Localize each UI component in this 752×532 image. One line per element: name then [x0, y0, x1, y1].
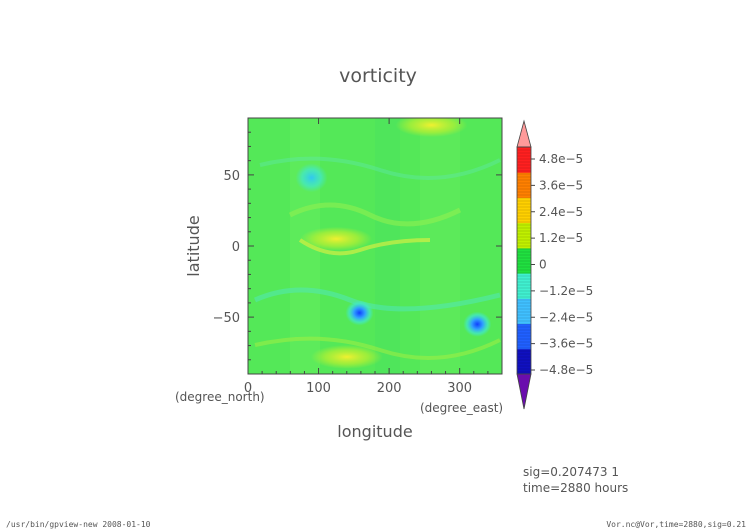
colorbar-label-7: −3.6e−5 — [539, 337, 593, 351]
x-axis-label: longitude — [337, 422, 412, 441]
vorticity-extremum-2 — [463, 311, 492, 337]
x-units-label: (degree_east) — [420, 401, 503, 415]
colorbar-label-0: 4.8e−5 — [539, 152, 583, 166]
colorbar-segment-2 — [517, 298, 531, 325]
y-tick-label-0: 50 — [223, 169, 240, 184]
footer-left: /usr/bin/gpview-new 2008-01-10 — [6, 520, 151, 529]
y-axis-label: latitude — [184, 215, 203, 276]
colorbar-top-triangle — [516, 119, 532, 148]
colorbar-label-3: 1.2e−5 — [539, 231, 583, 245]
colorbar-label-5: −1.2e−5 — [539, 284, 593, 298]
colorbar-segment-5 — [517, 222, 531, 249]
y-tick-label-2: −50 — [213, 311, 240, 326]
y-tick-label-1: 0 — [232, 240, 240, 255]
colorbar-segment-4 — [517, 247, 531, 274]
colorbar-label-4: 0 — [539, 258, 547, 272]
colorbar-segment-1 — [517, 323, 531, 350]
vorticity-extremum-1 — [345, 300, 374, 326]
x-axis: 0 100 200 300 — [244, 118, 489, 396]
vorticity-extremum-4 — [300, 226, 373, 251]
colorbar-bottom-triangle — [516, 373, 532, 410]
y-axis: 50 0 −50 — [213, 131, 502, 361]
colorbar-segment-8 — [517, 147, 531, 173]
time-annotation: time=2880 hours — [523, 481, 628, 495]
colorbar-label-1: 3.6e−5 — [539, 178, 583, 192]
colorbar-segment-6 — [517, 197, 531, 224]
colorbar-label-8: −4.8e−5 — [539, 363, 593, 377]
vorticity-extremum-3 — [395, 118, 468, 138]
vorticity-extremum-0 — [295, 163, 328, 193]
y-units-label: (degree_north) — [175, 390, 265, 404]
x-tick-label-2: 200 — [377, 381, 402, 396]
colorbar-frame — [516, 146, 532, 375]
colorbar-segment-7 — [517, 172, 531, 198]
colorbar-label-6: −2.4e−5 — [539, 310, 593, 324]
sig-annotation: sig=0.207473 1 — [523, 465, 619, 479]
colorbar-segment-0 — [517, 348, 531, 375]
vorticity-extremum-5 — [310, 344, 383, 369]
plot-area — [247, 117, 503, 375]
x-tick-label-0: 0 — [244, 381, 252, 396]
colorbar: 4.8e−5 3.6e−5 2.4e−5 1.2e−5 0 −1.2e−5 −2.4e−5 −… — [516, 119, 593, 410]
x-tick-label-1: 100 — [306, 381, 331, 396]
vorticity-extrema — [295, 118, 492, 369]
x-tick-label-3: 300 — [447, 381, 472, 396]
colorbar-label-2: 2.4e−5 — [539, 205, 583, 219]
colorbar-segment-3 — [517, 273, 531, 299]
chart-title: vorticity — [339, 65, 417, 87]
footer-right: Vor.nc@Vor,time=2880,sig=0.21 — [606, 520, 746, 529]
